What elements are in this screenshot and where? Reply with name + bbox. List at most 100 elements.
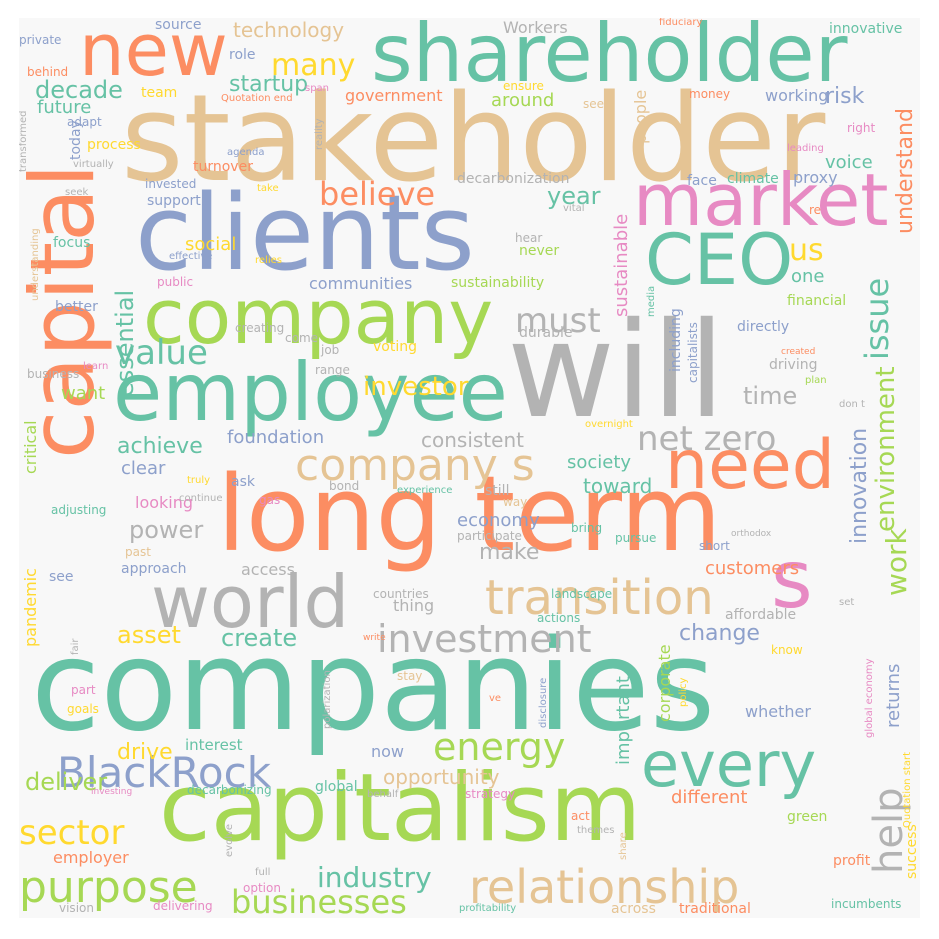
word-power: power xyxy=(129,516,204,544)
word-team: team xyxy=(141,85,178,101)
word-time: time xyxy=(743,382,798,410)
word-durable: durable xyxy=(519,325,573,341)
word-technology: technology xyxy=(233,18,345,42)
word-fair: fair xyxy=(70,638,81,655)
word-traditional: traditional xyxy=(679,901,751,917)
word-us: us xyxy=(789,233,824,268)
word-full: full xyxy=(255,867,271,878)
word-innovation: innovation xyxy=(847,427,872,544)
word-hear: hear xyxy=(515,231,543,245)
word-range: range xyxy=(315,363,350,377)
word-voice: voice xyxy=(825,152,873,173)
word-incumbents: incumbents xyxy=(831,897,902,911)
word-pandemic: pandemic xyxy=(21,568,40,647)
word-create: create xyxy=(221,624,298,652)
word-working: working xyxy=(765,86,829,105)
word-public: public xyxy=(157,275,194,289)
word-support: support xyxy=(147,193,201,209)
word-many: many xyxy=(271,48,356,83)
word-seen: seen xyxy=(583,97,612,111)
word-employer: employer xyxy=(53,848,129,867)
word-future: future xyxy=(37,97,92,118)
word-must: must xyxy=(515,301,601,341)
word-way: way xyxy=(503,495,528,509)
word-disclosure: disclosure xyxy=(538,677,549,728)
word-agenda: agenda xyxy=(227,147,265,158)
word-government: government xyxy=(345,86,443,105)
word-plan: plan xyxy=(805,375,827,386)
word-leading: leading xyxy=(787,143,824,154)
word-company: company xyxy=(143,272,494,361)
word-energy: energy xyxy=(433,725,566,769)
word-fiduciary: fiduciary xyxy=(659,18,703,28)
word-money: money xyxy=(689,87,731,101)
word-quotation-end: Quotation end xyxy=(221,93,293,104)
word-option: option xyxy=(243,881,281,895)
word-cloud: companies stakeholder will long term cap… xyxy=(19,18,920,918)
word-need: need xyxy=(665,426,835,505)
word-net-zero: net zero xyxy=(637,419,777,459)
word-risk: risk xyxy=(825,84,865,109)
word-important: important xyxy=(613,676,634,765)
word-never: never xyxy=(519,243,560,259)
word-drive: drive xyxy=(117,740,173,765)
word-voting: voting xyxy=(373,339,417,355)
word-social: social xyxy=(185,234,237,255)
word-adapt: adapt xyxy=(67,115,102,129)
word-make: make xyxy=(479,540,540,565)
word-innovative: innovative xyxy=(829,21,903,37)
word-directly: directly xyxy=(737,319,790,335)
word-understanding: understanding xyxy=(30,228,41,301)
word-communities: communities xyxy=(309,274,413,293)
word-one: one xyxy=(791,266,825,287)
word-created: created xyxy=(781,347,816,357)
word-strategy: strategy xyxy=(465,787,516,801)
word-change: change xyxy=(679,621,760,646)
word-opportunity: opportunity xyxy=(383,765,500,789)
word-people: people xyxy=(631,89,650,144)
word-share: share xyxy=(618,832,629,860)
word-including: including xyxy=(668,308,684,372)
word-value: value xyxy=(115,333,208,373)
word-polarization: polarization xyxy=(322,670,333,729)
word-market: market xyxy=(633,158,889,242)
word-bond: bond xyxy=(329,479,360,493)
word-global: global xyxy=(315,779,358,795)
word-clients: clients xyxy=(135,172,475,294)
word-stakeholder: stakeholder xyxy=(121,70,826,209)
word-vision: vision xyxy=(59,901,94,915)
word-decade: decade xyxy=(35,76,123,104)
word-capitalists: capitalists xyxy=(686,322,700,383)
word-countries: countries xyxy=(373,587,429,601)
word-take: take xyxy=(257,183,279,194)
word-investor: investor xyxy=(363,372,469,402)
word-shareholder: shareholder xyxy=(371,18,848,100)
word-quotation-start: Quotation start xyxy=(902,751,913,828)
word-s: s xyxy=(771,533,813,626)
word-consistent: consistent xyxy=(421,428,524,452)
word-reality: reality xyxy=(314,118,325,150)
word-turnover: turnover xyxy=(193,159,253,175)
word-capitalism: capitalism xyxy=(159,754,642,863)
word-approach: approach xyxy=(121,561,187,577)
word-clear: clear xyxy=(121,458,166,479)
word-process: process xyxy=(87,137,141,153)
word-behalf: behalf xyxy=(367,789,399,800)
word-participate: participate xyxy=(457,529,522,543)
word-experience: experience xyxy=(397,485,453,496)
word-job: job xyxy=(321,343,340,357)
word-virtually: virtually xyxy=(73,159,114,170)
word-set: set xyxy=(839,597,855,608)
word-part: part xyxy=(71,683,96,697)
word-different: different xyxy=(671,787,748,808)
word-truly: truly xyxy=(187,475,211,486)
word-right: right xyxy=(847,121,876,135)
word-essential: essential xyxy=(111,289,139,397)
word-relationship: relationship xyxy=(469,860,740,914)
word-driving: driving xyxy=(769,357,818,373)
word-delivering: delivering xyxy=(153,899,213,913)
word-deliver: deliver xyxy=(25,768,108,796)
word-industry: industry xyxy=(317,861,432,894)
word-source: source xyxy=(155,18,202,33)
word-foundation: foundation xyxy=(227,427,325,448)
